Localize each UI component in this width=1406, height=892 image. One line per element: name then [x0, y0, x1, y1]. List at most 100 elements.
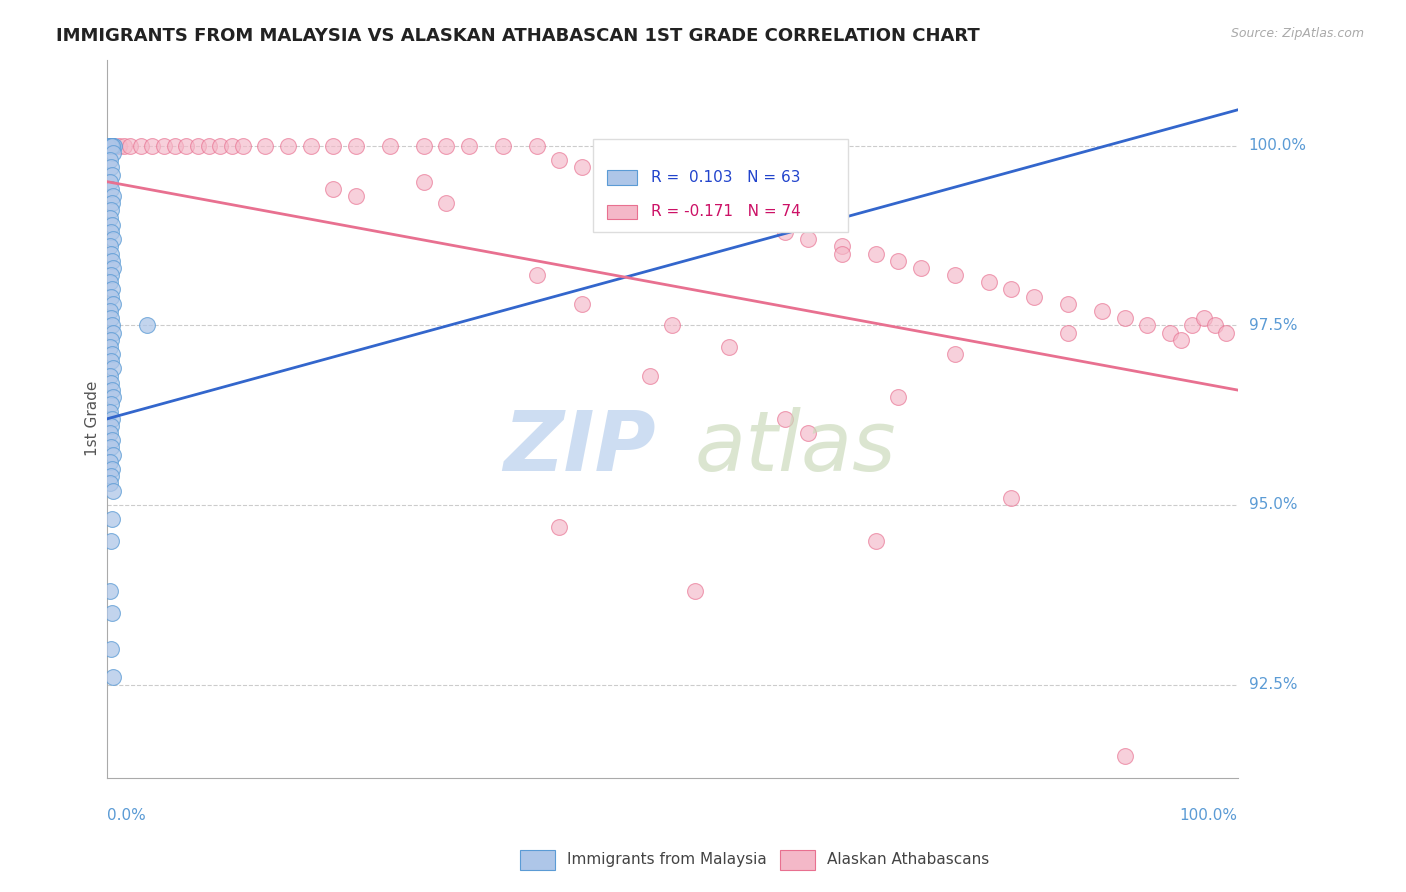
Point	[100, 311, 122, 326]
Point	[98, 340, 121, 354]
Point	[752, 211, 775, 225]
Point	[176, 138, 198, 153]
Point	[100, 196, 122, 211]
Point	[1159, 326, 1181, 340]
Text: R = -0.171   N = 74: R = -0.171 N = 74	[651, 204, 800, 219]
Point	[209, 138, 232, 153]
Point	[638, 368, 661, 383]
Point	[1114, 311, 1136, 326]
Point	[100, 469, 122, 483]
Point	[1022, 290, 1045, 304]
Point	[299, 138, 322, 153]
Point	[100, 411, 122, 425]
Point	[152, 138, 174, 153]
Point	[571, 297, 593, 311]
Point	[831, 246, 853, 260]
Point	[943, 268, 966, 282]
Point	[101, 138, 124, 153]
Point	[943, 347, 966, 361]
Point	[101, 189, 124, 203]
Point	[344, 138, 367, 153]
Point	[100, 138, 122, 153]
Point	[100, 203, 122, 218]
Point	[1000, 283, 1022, 297]
Point	[101, 361, 124, 376]
Text: Alaskan Athabascans: Alaskan Athabascans	[827, 853, 988, 867]
Point	[661, 189, 683, 203]
Point	[100, 347, 122, 361]
Text: 97.5%: 97.5%	[1249, 318, 1298, 333]
Point	[101, 448, 124, 462]
Point	[101, 232, 124, 246]
Point	[98, 239, 121, 253]
Text: Source: ZipAtlas.com: Source: ZipAtlas.com	[1230, 27, 1364, 40]
Point	[322, 182, 344, 196]
Point	[378, 138, 401, 153]
Point	[434, 138, 457, 153]
Point	[100, 283, 122, 297]
Point	[112, 138, 135, 153]
Point	[118, 138, 141, 153]
Point	[322, 138, 344, 153]
Point	[865, 246, 887, 260]
Point	[198, 138, 221, 153]
Point	[434, 196, 457, 211]
FancyBboxPatch shape	[593, 138, 848, 232]
Point	[638, 182, 661, 196]
FancyBboxPatch shape	[607, 205, 637, 219]
Text: atlas: atlas	[695, 407, 897, 488]
Point	[98, 275, 121, 289]
Point	[1170, 333, 1192, 347]
Point	[1181, 318, 1204, 333]
Point	[101, 390, 124, 404]
Point	[101, 670, 124, 684]
Point	[141, 138, 163, 153]
Point	[98, 404, 121, 418]
Text: IMMIGRANTS FROM MALAYSIA VS ALASKAN ATHABASCAN 1ST GRADE CORRELATION CHART: IMMIGRANTS FROM MALAYSIA VS ALASKAN ATHA…	[56, 27, 980, 45]
Point	[100, 138, 122, 153]
Point	[98, 304, 121, 318]
Text: 100.0%: 100.0%	[1180, 808, 1237, 823]
Point	[100, 512, 122, 526]
Text: 92.5%: 92.5%	[1249, 677, 1298, 692]
Point	[100, 419, 122, 434]
Point	[661, 318, 683, 333]
Text: Immigrants from Malaysia: Immigrants from Malaysia	[567, 853, 766, 867]
Point	[100, 376, 122, 390]
Point	[277, 138, 299, 153]
Point	[100, 383, 122, 397]
Point	[100, 138, 122, 153]
Point	[100, 138, 122, 153]
Point	[232, 138, 254, 153]
Point	[1136, 318, 1159, 333]
Point	[165, 138, 187, 153]
Point	[100, 168, 122, 182]
Point	[100, 218, 122, 232]
Point	[458, 138, 481, 153]
Point	[98, 175, 121, 189]
Y-axis label: 1st Grade: 1st Grade	[86, 381, 100, 457]
Text: ZIP: ZIP	[503, 407, 655, 488]
Point	[100, 354, 122, 368]
Point	[492, 138, 515, 153]
Point	[100, 246, 122, 260]
Point	[683, 196, 706, 211]
Point	[98, 211, 121, 225]
Point	[100, 138, 122, 153]
Point	[100, 606, 122, 620]
Point	[100, 641, 122, 656]
Point	[101, 260, 124, 275]
Point	[1000, 491, 1022, 505]
Point	[101, 146, 124, 161]
Point	[97, 138, 120, 153]
Point	[98, 476, 121, 491]
Point	[887, 390, 910, 404]
Point	[1192, 311, 1215, 326]
Point	[98, 153, 121, 168]
Point	[100, 434, 122, 448]
Text: 100.0%: 100.0%	[1249, 138, 1306, 153]
Point	[1057, 297, 1080, 311]
Point	[98, 584, 121, 599]
Point	[187, 138, 209, 153]
Point	[1215, 326, 1237, 340]
